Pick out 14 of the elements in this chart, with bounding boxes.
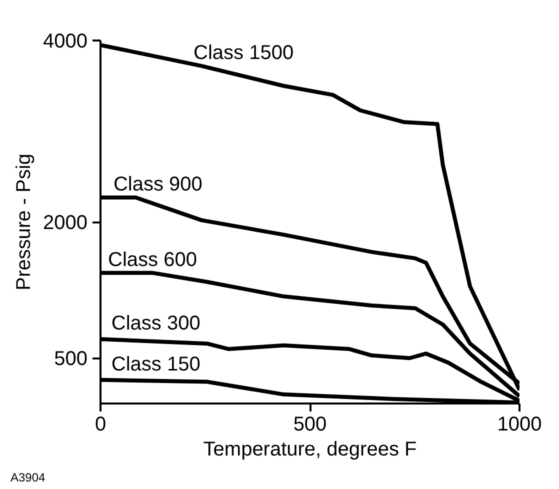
y-tick-label: 2000 xyxy=(43,212,88,234)
x-tick-label: 500 xyxy=(293,414,327,436)
x-tick-label: 0 xyxy=(94,414,106,436)
x-axis-title: Temperature, degrees F xyxy=(203,438,417,460)
annotation: Class 150 xyxy=(111,353,200,376)
y-tick-label: 4000 xyxy=(43,30,88,52)
annotation: Class 1500 xyxy=(194,42,294,64)
annotation: Class 900 xyxy=(113,174,202,196)
y-axis-title: Pressure - Psig xyxy=(13,154,36,290)
annotation: Class 300 xyxy=(111,312,200,335)
text: A3904 xyxy=(10,470,46,484)
x-tick-label: 1000 xyxy=(497,414,542,436)
y-tick-label: 500 xyxy=(54,348,88,370)
annotation: Class 600 xyxy=(108,249,197,272)
